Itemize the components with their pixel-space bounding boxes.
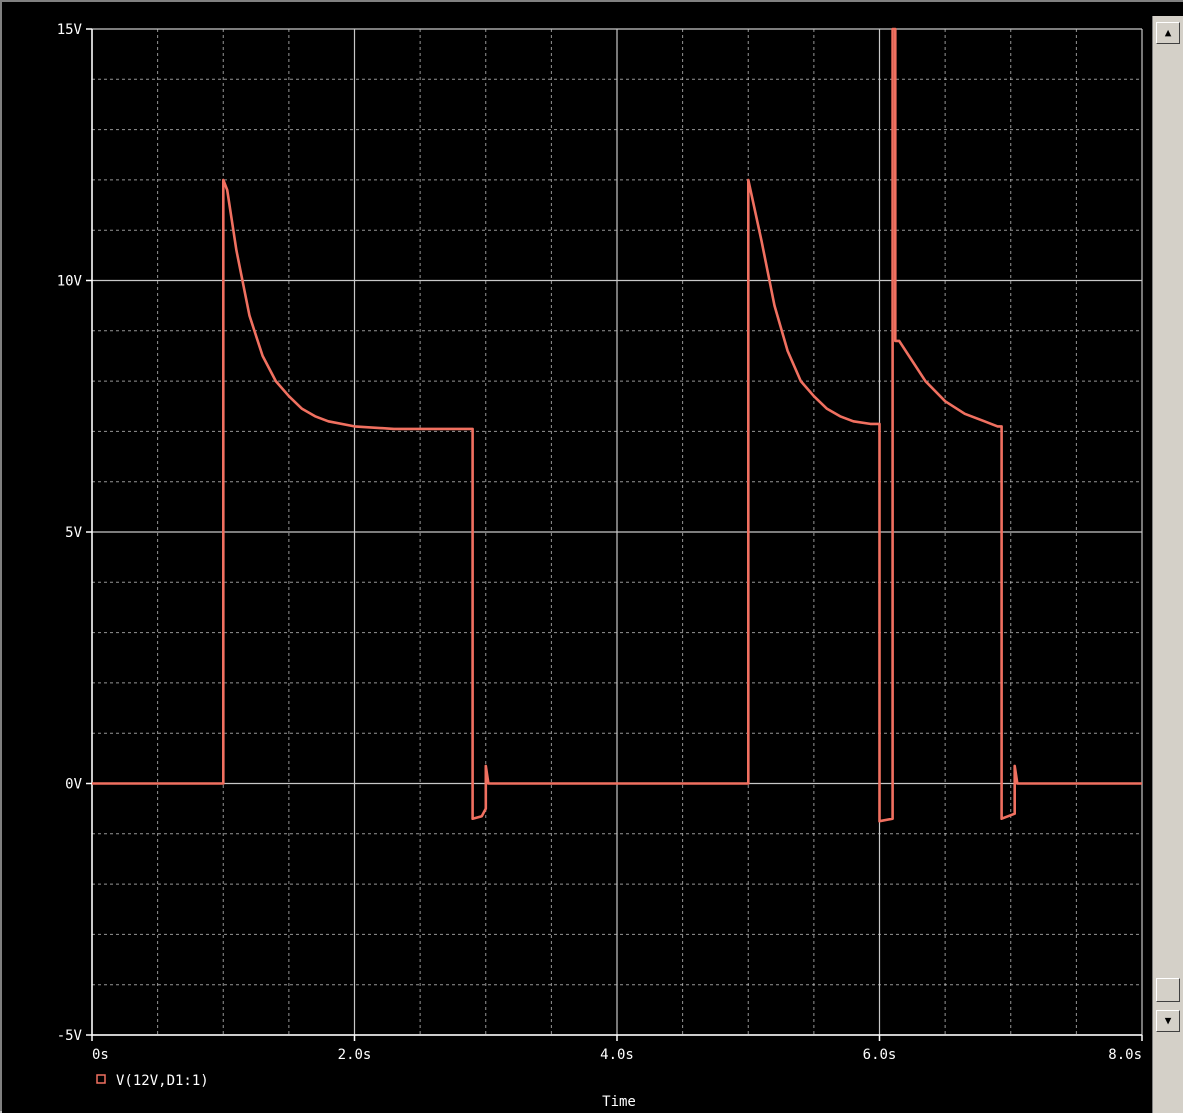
x-tick-label: 0s xyxy=(92,1047,109,1063)
y-tick-label: -5V xyxy=(57,1028,83,1044)
x-tick-label: 8.0s xyxy=(1108,1047,1142,1063)
legend-label: V(12V,D1:1) xyxy=(116,1073,209,1089)
legend[interactable]: V(12V,D1:1) xyxy=(96,1073,209,1089)
series-layer xyxy=(92,27,1142,823)
y-tick-label: 5V xyxy=(65,525,82,541)
x-tick-label: 4.0s xyxy=(600,1047,634,1063)
scroll-down-icon[interactable]: ▼ xyxy=(1156,1010,1180,1032)
scroll-up-icon[interactable]: ▲ xyxy=(1156,22,1180,44)
x-tick-label: 6.0s xyxy=(863,1047,897,1063)
y-tick-label: 15V xyxy=(57,22,83,38)
tick-labels: 0s 2.0s 4.0s 6.0s 8.0s 15V 10V 5V 0V -5V xyxy=(57,22,1142,1063)
y-tick-label: 10V xyxy=(57,274,83,290)
y-tick-label: 0V xyxy=(65,777,82,793)
axes xyxy=(86,28,1143,1041)
x-axis-label: Time xyxy=(602,1094,636,1110)
x-tick-label: 2.0s xyxy=(338,1047,372,1063)
plot-background xyxy=(2,2,1152,1113)
chart: 0s 2.0s 4.0s 6.0s 8.0s 15V 10V 5V 0V -5V V(12V,D1… xyxy=(2,2,1152,1113)
vertical-scrollbar[interactable]: ▲ ▼ xyxy=(1152,16,1183,1113)
series-line-0 xyxy=(92,27,1142,823)
legend-marker xyxy=(96,1074,106,1084)
scroll-thumb[interactable] xyxy=(1156,978,1180,1002)
